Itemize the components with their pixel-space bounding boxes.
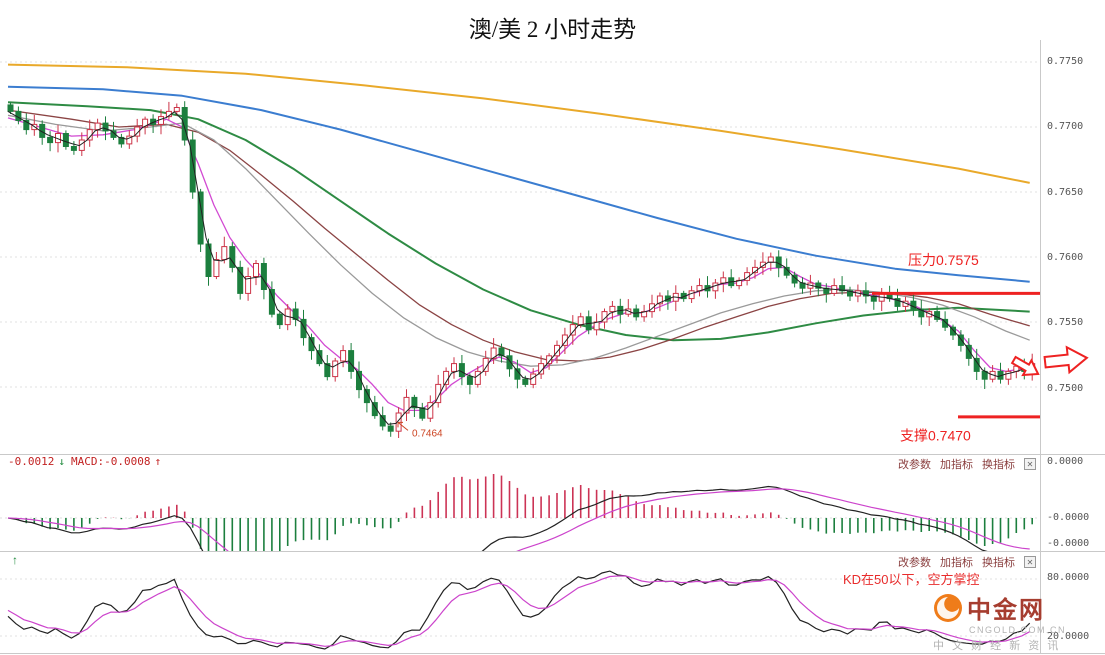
ma-line-magenta (7, 117, 1030, 412)
add-indicator-button[interactable]: 加指标 (940, 557, 973, 569)
price-axis-separator (1040, 40, 1041, 653)
panel-separator-macd (0, 454, 1105, 455)
price-tick: 0.7600 (1047, 252, 1084, 263)
panel-separator-kd (0, 551, 1105, 552)
trend-arrow-icon (1010, 353, 1043, 382)
kd-up-arrow-icon: ↑ (12, 553, 18, 567)
macd-header: -0.0012 ↓ MACD:-0.0008 ↑ (8, 455, 161, 468)
macd-panel-canvas[interactable] (0, 468, 1105, 551)
brand-domain: CNGOLD.COM.CN (969, 625, 1067, 635)
ma-line-green (7, 101, 1030, 342)
ma-line-gray (7, 114, 1030, 367)
kd-commentary: KD在50以下，空方掌控 (843, 572, 980, 587)
up-arrow-icon: ↑ (154, 455, 162, 468)
macd-dea-line (7, 488, 1030, 551)
cngold-logo-icon (934, 593, 962, 622)
ma-line-blue (7, 85, 1030, 283)
cngold-watermark: 中金网 CNGOLD.COM.CN 中 文 财 经 新 资 讯 (933, 590, 1089, 653)
ma-line-brown (7, 109, 1030, 362)
switch-indicator-button[interactable]: 换指标 (982, 459, 1015, 471)
change-params-button[interactable]: 改参数 (898, 557, 931, 569)
trend-arrow-icon (1044, 345, 1088, 374)
kd-tick: 80.0000 (1047, 572, 1090, 583)
bottom-border (0, 653, 1105, 654)
close-panel-icon[interactable]: ✕ (1024, 458, 1036, 470)
price-tick: 0.7650 (1047, 187, 1084, 198)
macd-dea-value: MACD:-0.0008 (70, 455, 151, 468)
brand-name: 中金网 (967, 597, 1045, 624)
change-params-button[interactable]: 改参数 (898, 459, 931, 471)
low-price-label: 0.7464 (412, 428, 443, 439)
switch-indicator-button[interactable]: 换指标 (982, 557, 1015, 569)
macd-dif-line (7, 485, 988, 551)
close-panel-icon[interactable]: ✕ (1024, 556, 1036, 568)
support-label: 支撑0.7470 (900, 427, 971, 443)
resistance-label: 压力0.7575 (908, 252, 979, 268)
brand-slogan: 中 文 财 经 新 资 讯 (933, 640, 1061, 652)
fast-ma-line (7, 110, 1030, 425)
kd-d-line (7, 575, 1030, 647)
macd-histogram (17, 474, 1033, 551)
price-tick: 0.7700 (1047, 121, 1084, 132)
low-price-arrow-icon (397, 421, 409, 431)
macd-tick: -0.0000 (1047, 538, 1090, 549)
main-candlestick-chart-canvas[interactable]: 压力0.7575 支撑0.7470 0.7464 (0, 40, 1105, 455)
down-arrow-icon: ↓ (58, 455, 65, 468)
kd-controls: 改参数 加指标 换指标 ✕ (898, 554, 1036, 570)
macd-dif-value: -0.0012 (8, 455, 55, 468)
kd-tick: 20.0000 (1047, 631, 1090, 642)
kd-panel-canvas[interactable] (0, 556, 1105, 653)
price-tick: 0.7750 (1047, 56, 1084, 67)
price-tick: 0.7550 (1047, 317, 1084, 328)
add-indicator-button[interactable]: 加指标 (940, 459, 973, 471)
macd-tick: 0.0000 (1047, 456, 1084, 467)
price-tick: 0.7500 (1047, 383, 1084, 394)
chart-title: 澳/美 2 小时走势 (468, 17, 637, 42)
macd-tick: -0.0000 (1047, 512, 1090, 523)
macd-controls: 改参数 加指标 换指标 ✕ (898, 456, 1036, 472)
ma-line-slow-yellow (7, 63, 1030, 184)
